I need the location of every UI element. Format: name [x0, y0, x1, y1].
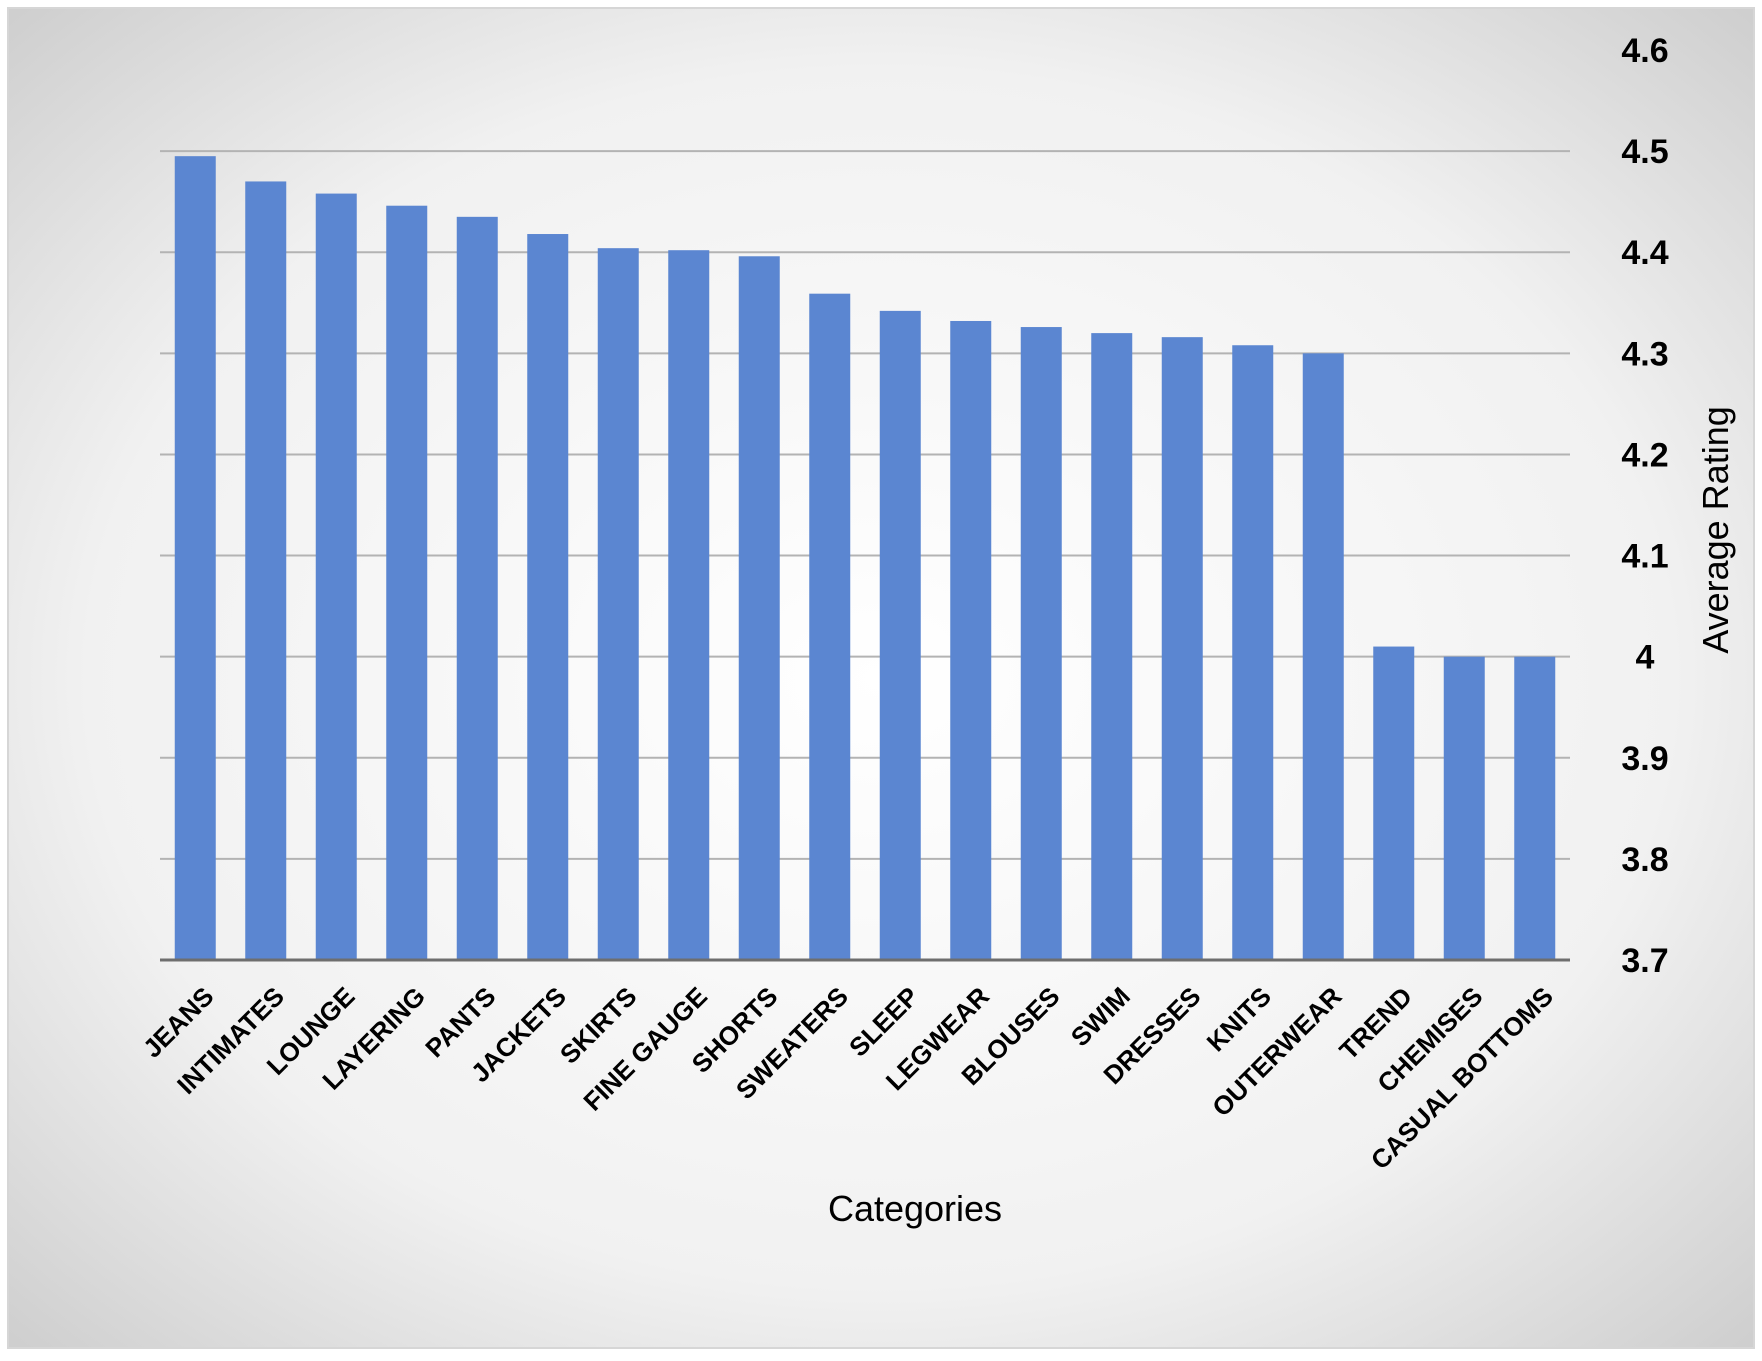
bar-knits: [1232, 345, 1274, 960]
y-tick-label-5: 4.2: [1621, 436, 1668, 474]
bar-chemises: [1443, 656, 1485, 960]
y-tick-label-6: 4.3: [1621, 335, 1668, 373]
bar-fine-gauge: [668, 250, 710, 960]
bar-legwear: [950, 320, 992, 960]
bar-trend: [1373, 646, 1415, 960]
y-axis-title: Average Rating: [1695, 406, 1736, 654]
bar-shorts: [738, 256, 780, 960]
bar-lounge: [315, 193, 357, 961]
bar-jeans: [174, 156, 216, 960]
bar-skirts: [597, 248, 639, 960]
x-axis-title: Categories: [828, 1188, 1002, 1229]
y-tick-label-4: 4.1: [1621, 538, 1668, 576]
bar-layering: [386, 205, 428, 960]
y-tick-label-3: 4: [1636, 639, 1655, 677]
bar-dresses: [1161, 337, 1203, 961]
y-tick-label-2: 3.9: [1621, 740, 1668, 778]
y-tick-label-0: 3.7: [1621, 942, 1668, 980]
bar-swim: [1091, 333, 1133, 961]
bar-blouses: [1020, 327, 1062, 960]
bar-sleep: [879, 310, 921, 960]
y-tick-label-9: 4.6: [1621, 32, 1668, 70]
bar-intimates: [245, 181, 287, 960]
bar-pants: [456, 216, 498, 961]
bar-sweaters: [809, 293, 851, 961]
y-tick-label-8: 4.5: [1621, 133, 1668, 171]
y-tick-label-1: 3.8: [1621, 841, 1668, 879]
bar-outerwear: [1302, 353, 1344, 960]
bar-jackets: [527, 234, 569, 960]
bar-casual-bottoms: [1514, 656, 1556, 960]
y-tick-label-7: 4.4: [1621, 234, 1668, 272]
bars: [174, 156, 1556, 961]
